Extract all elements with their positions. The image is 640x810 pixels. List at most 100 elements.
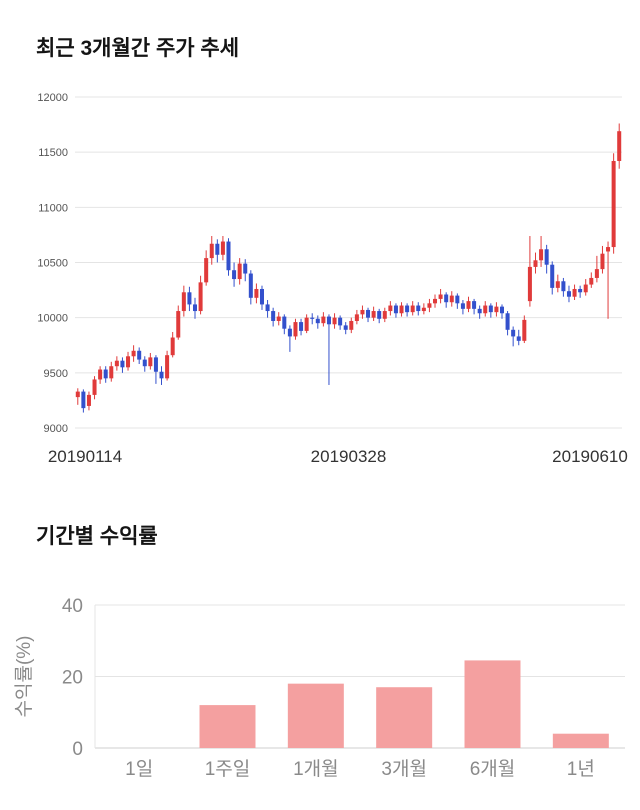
- candle-body: [338, 317, 343, 326]
- candle-body: [209, 243, 214, 259]
- candle-body: [416, 305, 421, 312]
- candle-body: [455, 295, 460, 304]
- candle-body: [271, 311, 276, 321]
- candle-body: [254, 288, 259, 298]
- candle-body: [192, 304, 198, 312]
- candle-body: [148, 357, 153, 367]
- candle-body: [544, 249, 549, 265]
- candle-body: [438, 294, 443, 299]
- candle-body: [304, 317, 309, 331]
- x-axis-category-label: 1주일: [205, 758, 251, 780]
- candle-body: [494, 306, 499, 313]
- candle-body: [472, 301, 477, 309]
- candle-body: [120, 360, 125, 368]
- candle-body: [366, 309, 371, 318]
- x-axis-category-label: 6개월: [470, 758, 516, 780]
- candle-body: [181, 292, 186, 312]
- candle-body: [388, 305, 393, 312]
- y-axis-tick-label: 10000: [37, 313, 68, 325]
- y-axis-tick-label: 40: [62, 596, 83, 617]
- candle-body: [594, 269, 599, 278]
- candle-body: [488, 305, 493, 313]
- candle-body: [427, 303, 432, 308]
- candle-body: [170, 337, 175, 356]
- candle-body: [499, 306, 505, 314]
- x-axis-date-label: 20190328: [311, 447, 387, 466]
- candle-body: [511, 329, 516, 337]
- candle-body: [589, 277, 594, 285]
- candle-body: [550, 264, 555, 288]
- y-axis-tick-label: 10500: [37, 258, 68, 270]
- candle-body: [354, 314, 359, 321]
- candle-body: [600, 253, 605, 270]
- candle-body: [220, 241, 225, 255]
- candle-body: [126, 356, 131, 368]
- candle-body: [382, 311, 387, 319]
- candle-body: [204, 258, 209, 283]
- candle-body: [349, 320, 354, 330]
- x-axis-date-label: 20190114: [48, 447, 122, 466]
- candle-body: [293, 322, 298, 337]
- candle-body: [583, 284, 588, 293]
- candle-body: [343, 325, 348, 330]
- x-axis-category-label: 1년: [567, 758, 595, 780]
- candle-body: [371, 311, 376, 318]
- candle-body: [137, 350, 142, 360]
- candle-body: [265, 304, 270, 312]
- candle-body: [421, 307, 426, 312]
- candle-body: [187, 292, 192, 305]
- return-bar: [287, 683, 344, 748]
- candle-body: [131, 350, 136, 357]
- returns-chart-title: 기간별 수익률: [36, 525, 158, 548]
- candle-body: [611, 160, 616, 248]
- candle-body: [606, 247, 611, 252]
- candle-body: [226, 241, 231, 271]
- candle-body: [92, 379, 97, 395]
- candle-body: [527, 266, 532, 302]
- return-bar: [376, 687, 433, 748]
- y-axis-tick-label: 20: [62, 668, 83, 689]
- candle-body: [332, 317, 337, 325]
- candle-body: [566, 291, 571, 297]
- return-bar: [464, 660, 521, 748]
- candle-body: [377, 311, 382, 319]
- candle-body: [176, 311, 181, 338]
- candle-body: [399, 305, 404, 314]
- candle-body: [522, 319, 527, 341]
- candle-body: [86, 394, 91, 406]
- candle-body: [287, 328, 292, 337]
- candle-body: [393, 305, 398, 314]
- candle-body: [617, 131, 622, 161]
- candle-body: [232, 270, 237, 280]
- candle-body: [159, 371, 164, 379]
- return-bar: [199, 705, 256, 748]
- candle-body: [282, 316, 287, 329]
- candle-body: [276, 316, 281, 321]
- candle-body: [360, 309, 365, 315]
- x-axis-category-label: 3개월: [381, 758, 427, 780]
- y-axis-tick-label: 11000: [38, 202, 68, 214]
- candle-body: [75, 391, 80, 398]
- candle-body: [533, 260, 538, 267]
- candle-body: [433, 298, 438, 304]
- candle-body: [103, 369, 108, 379]
- candle-body: [466, 301, 471, 309]
- candle-body: [321, 316, 326, 324]
- y-axis-tick-label: 9500: [44, 368, 68, 380]
- candle-body: [460, 303, 465, 309]
- candle-body: [578, 288, 583, 293]
- candle-body: [109, 366, 114, 379]
- candle-body: [142, 359, 147, 367]
- candle-body: [444, 294, 449, 303]
- return-bar: [552, 733, 609, 748]
- x-axis-date-label: 20190610: [552, 447, 628, 466]
- candle-body: [237, 263, 242, 280]
- candle-body: [114, 360, 119, 367]
- candle-body: [165, 355, 170, 379]
- candle-body: [405, 305, 410, 313]
- candle-body: [98, 369, 103, 380]
- returns-bar-chart: 0 20 40 1일 1주일 1개월 3개월 6개월 1년 수익률(%): [13, 596, 625, 780]
- candle-body: [259, 288, 264, 305]
- candle-body: [310, 317, 315, 319]
- candle-body: [81, 391, 86, 409]
